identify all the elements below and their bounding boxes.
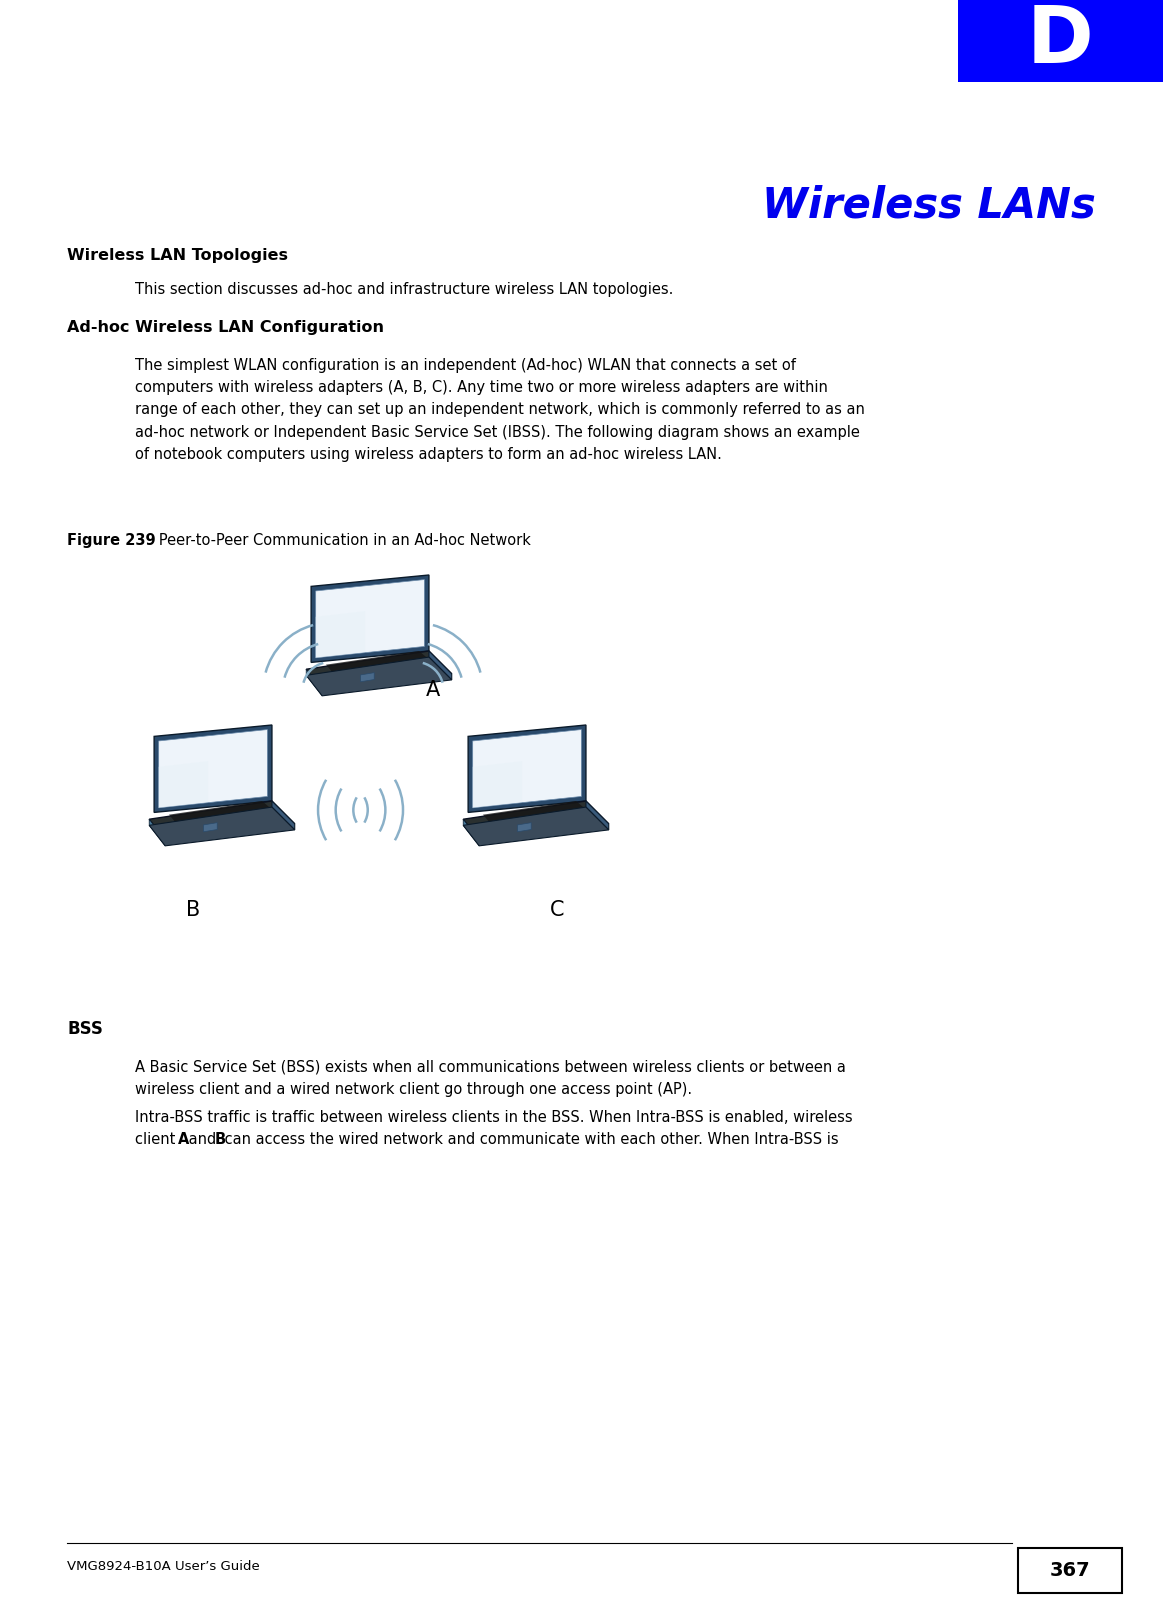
Polygon shape [158, 762, 208, 808]
Polygon shape [272, 802, 294, 830]
Text: This section discusses ad-hoc and infrastructure wireless LAN topologies.: This section discusses ad-hoc and infras… [135, 283, 673, 297]
Polygon shape [463, 802, 608, 840]
Polygon shape [149, 802, 294, 840]
Polygon shape [472, 762, 522, 808]
Text: The simplest WLAN configuration is an independent (Ad-hoc) WLAN that connects a : The simplest WLAN configuration is an in… [135, 358, 865, 462]
Polygon shape [463, 819, 479, 846]
Text: Ad-hoc Wireless LAN Configuration: Ad-hoc Wireless LAN Configuration [67, 319, 385, 335]
Polygon shape [429, 652, 451, 680]
Text: Figure 239: Figure 239 [67, 533, 156, 548]
Polygon shape [306, 652, 451, 690]
Polygon shape [158, 730, 267, 808]
Text: client: client [135, 1132, 180, 1147]
Polygon shape [169, 802, 278, 830]
Polygon shape [306, 669, 322, 696]
Text: Wireless LANs: Wireless LANs [762, 185, 1096, 227]
Polygon shape [326, 652, 435, 680]
Text: 367: 367 [1050, 1560, 1090, 1579]
Text: B: B [186, 901, 201, 920]
Text: can access the wired network and communicate with each other. When Intra-BSS is: can access the wired network and communi… [220, 1132, 839, 1147]
Polygon shape [315, 612, 365, 658]
Polygon shape [469, 725, 586, 813]
Text: A Basic Service Set (BSS) exists when all communications between wireless client: A Basic Service Set (BSS) exists when al… [135, 1060, 846, 1097]
Polygon shape [312, 575, 429, 663]
Polygon shape [483, 802, 592, 830]
Text: A: A [426, 680, 440, 699]
Text: Peer-to-Peer Communication in an Ad-hoc Network: Peer-to-Peer Communication in an Ad-hoc … [145, 533, 531, 548]
Bar [958, 0, 1163, 81]
Text: C: C [550, 901, 565, 920]
Polygon shape [586, 802, 608, 830]
Polygon shape [518, 822, 531, 832]
Text: B: B [214, 1132, 226, 1147]
Polygon shape [361, 672, 374, 682]
Polygon shape [472, 730, 582, 808]
Polygon shape [315, 580, 424, 658]
Polygon shape [463, 806, 608, 846]
Text: A: A [178, 1132, 188, 1147]
Polygon shape [306, 656, 451, 696]
Polygon shape [149, 806, 294, 846]
Polygon shape [155, 725, 272, 813]
Text: and: and [184, 1132, 221, 1147]
Text: Intra-BSS traffic is traffic between wireless clients in the BSS. When Intra-BSS: Intra-BSS traffic is traffic between wir… [135, 1110, 852, 1124]
Text: BSS: BSS [67, 1020, 104, 1038]
Polygon shape [204, 822, 217, 832]
Text: D: D [1027, 2, 1094, 80]
Text: VMG8924-B10A User’s Guide: VMG8924-B10A User’s Guide [67, 1560, 261, 1573]
Polygon shape [149, 819, 165, 846]
Text: Wireless LAN Topologies: Wireless LAN Topologies [67, 248, 288, 264]
Bar [1018, 1547, 1122, 1592]
